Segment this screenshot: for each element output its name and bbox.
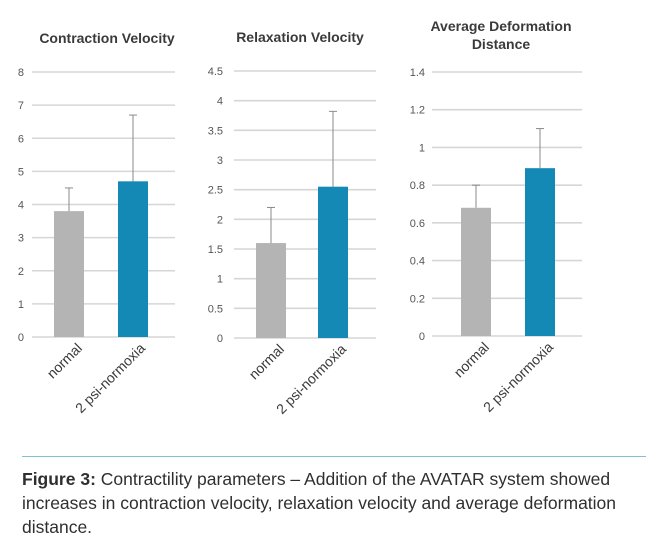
y-tick-label: 1.4: [410, 67, 425, 79]
chart-title-line: Average Deformation: [430, 18, 571, 34]
y-tick-label: 3: [217, 155, 223, 167]
y-tick-label: 3: [18, 233, 24, 245]
x-category-label: normal: [451, 339, 493, 381]
y-tick-label: 1: [217, 274, 223, 286]
y-tick-label: 4: [18, 200, 24, 212]
chart-title: Contraction Velocity: [39, 30, 175, 46]
y-tick-label: 1.2: [410, 105, 425, 117]
bar: [54, 211, 84, 337]
bar: [318, 186, 348, 338]
y-tick-label: 6: [18, 133, 24, 145]
y-tick-label: 0: [18, 332, 24, 344]
caption-text: Contractility parameters – Addition of t…: [22, 469, 617, 537]
y-tick-label: 2: [18, 266, 24, 278]
chart-title-line: Relaxation Velocity: [236, 29, 364, 45]
chart-2: Relaxation Velocity 0 0.5 1 1.5 2 2.5 3 3.5 4 4.5 n…: [208, 29, 376, 417]
y-tick-label: 7: [18, 100, 24, 112]
bar: [461, 207, 491, 336]
y-tick-label: 0.4: [410, 256, 425, 268]
chart-3: Average Deformation Distance 0 0.2 0.4 0.6 0.8…: [410, 18, 582, 415]
y-tick-label: 0.8: [410, 180, 425, 192]
caption-divider: [22, 456, 646, 457]
y-tick-label: 0.6: [410, 218, 425, 230]
y-tick-label: 0: [217, 333, 223, 345]
y-tick-label: 1: [18, 299, 24, 311]
y-tick-label: 3.5: [208, 125, 223, 137]
figure-caption: Figure 3: Contractility parameters – Add…: [22, 467, 642, 539]
chart-title-line: Distance: [472, 36, 531, 52]
y-tick-label: 0.2: [410, 293, 425, 305]
y-tick-label: 5: [18, 166, 24, 178]
y-tick-label: 0: [419, 331, 425, 343]
y-tick-label: 4: [217, 96, 223, 108]
chart-title: Relaxation Velocity: [236, 29, 364, 45]
x-category-label: normal: [44, 340, 86, 382]
y-tick-label: 4.5: [208, 66, 223, 78]
bar: [118, 181, 148, 337]
caption-label: Figure 3:: [22, 469, 96, 489]
bar: [525, 168, 555, 336]
y-tick-label: 0.5: [208, 303, 223, 315]
y-tick-label: 2: [217, 214, 223, 226]
x-category-label: normal: [246, 341, 288, 383]
y-tick-label: 2.5: [208, 185, 223, 197]
y-tick-label: 8: [18, 67, 24, 79]
chart-title-line: Contraction Velocity: [39, 30, 175, 46]
bar: [256, 243, 286, 338]
chart-title: Average Deformation Distance: [430, 18, 571, 52]
y-tick-label: 1: [419, 142, 425, 154]
y-tick-label: 1.5: [208, 244, 223, 256]
